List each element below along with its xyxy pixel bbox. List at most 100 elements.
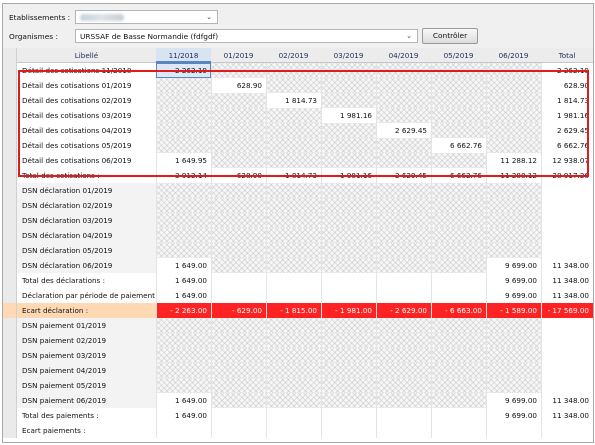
table-cell[interactable] [266,123,321,138]
table-cell[interactable]: 628.90 [211,168,266,183]
table-cell[interactable] [431,108,486,123]
table-cell[interactable] [376,108,431,123]
table-cell[interactable] [321,393,376,408]
table-cell[interactable]: 11 348.00 [541,408,593,423]
table-cell[interactable] [486,183,541,198]
chevron-down-icon[interactable]: ⌄ [206,13,212,21]
table-cell[interactable] [541,363,593,378]
row-header[interactable] [3,408,17,423]
table-cell[interactable] [266,273,321,288]
table-cell[interactable] [376,198,431,213]
table-cell[interactable] [211,258,266,273]
table-cell[interactable] [431,153,486,168]
table-cell[interactable]: - 17 569.00 [541,303,593,318]
table-cell[interactable] [431,288,486,303]
table-cell[interactable] [211,243,266,258]
table-cell[interactable] [266,78,321,93]
table-cell[interactable] [266,318,321,333]
table-cell[interactable]: 9 699.00 [486,288,541,303]
row-header[interactable] [3,333,17,348]
table-cell[interactable] [486,123,541,138]
table-cell[interactable] [376,288,431,303]
table-row[interactable]: Détail des cotisations 01/2019 628.90 628.… [3,78,593,93]
table-cell[interactable] [486,198,541,213]
table-cell[interactable]: 2 629.45 [376,168,431,183]
table-cell[interactable]: 628.90 [211,78,266,93]
table-cell[interactable] [266,213,321,228]
table-cell[interactable]: 9 699.00 [486,393,541,408]
etablissements-select[interactable]: ⌄ [75,10,218,24]
table-cell[interactable] [211,228,266,243]
table-cell[interactable]: 2 262.19 [541,63,593,78]
table-cell[interactable] [541,198,593,213]
table-cell[interactable] [156,138,211,153]
table-cell[interactable] [266,378,321,393]
table-cell[interactable]: 1 981.16 [321,168,376,183]
table-cell[interactable] [266,363,321,378]
table-row[interactable]: DSN déclaration 02/2019 [3,198,593,213]
table-cell[interactable] [431,183,486,198]
table-cell[interactable] [431,123,486,138]
table-cell[interactable] [266,408,321,423]
table-cell[interactable]: 11 348.00 [541,258,593,273]
table-cell[interactable] [321,123,376,138]
row-header[interactable] [3,138,17,153]
table-cell[interactable] [486,363,541,378]
table-cell[interactable]: 2 629.45 [376,123,431,138]
table-row[interactable]: Détail des cotisations 02/2019 1 814.73 1 … [3,93,593,108]
table-cell[interactable] [486,423,541,438]
table-cell[interactable] [156,348,211,363]
table-cell[interactable] [266,138,321,153]
table-cell[interactable] [376,408,431,423]
table-cell[interactable] [211,378,266,393]
table-cell[interactable] [321,333,376,348]
table-cell[interactable]: 1 814.73 [541,93,593,108]
row-header[interactable] [3,348,17,363]
controler-button[interactable]: Contrôler [422,28,478,44]
row-header[interactable] [3,363,17,378]
column-header[interactable]: 02/2019 [266,48,321,63]
table-cell[interactable] [156,318,211,333]
table-cell[interactable] [321,198,376,213]
table-cell[interactable]: 9 699.00 [486,273,541,288]
table-cell[interactable] [156,228,211,243]
row-header[interactable] [3,93,17,108]
row-header[interactable] [3,258,17,273]
row-header[interactable] [3,228,17,243]
table-row[interactable]: DSN déclaration 03/2019 [3,213,593,228]
table-cell[interactable]: 6 662.76 [541,138,593,153]
row-header[interactable] [3,303,17,318]
table-cell[interactable]: 9 699.00 [486,258,541,273]
table-row[interactable]: DSN déclaration 05/2019 [3,243,593,258]
table-cell[interactable] [321,228,376,243]
table-cell[interactable]: 1 814.73 [266,93,321,108]
column-header[interactable]: 11/2018 [156,48,211,63]
table-row[interactable]: Détail des cotisations 05/2019 6 662.76 6 … [3,138,593,153]
table-cell[interactable] [431,78,486,93]
table-cell[interactable] [266,258,321,273]
table-cell[interactable] [486,213,541,228]
table-cell[interactable] [156,213,211,228]
table-cell[interactable]: 11 348.00 [541,273,593,288]
table-row[interactable]: DSN paiement 01/2019 [3,318,593,333]
table-cell[interactable] [321,423,376,438]
table-cell[interactable] [156,183,211,198]
table-cell[interactable] [321,273,376,288]
table-cell[interactable] [431,213,486,228]
table-cell[interactable] [211,393,266,408]
table-cell[interactable] [321,363,376,378]
table-cell[interactable] [266,348,321,363]
table-cell[interactable] [376,393,431,408]
row-header[interactable] [3,378,17,393]
table-cell[interactable] [431,408,486,423]
table-cell[interactable] [376,63,431,78]
table-cell[interactable] [266,63,321,78]
table-cell[interactable] [486,138,541,153]
table-cell[interactable] [321,138,376,153]
table-cell[interactable] [211,333,266,348]
table-cell[interactable] [431,258,486,273]
table-cell[interactable]: 1 981.16 [321,108,376,123]
table-cell[interactable] [266,288,321,303]
table-cell[interactable] [541,228,593,243]
table-cell[interactable]: 28 917.26 [541,168,593,183]
